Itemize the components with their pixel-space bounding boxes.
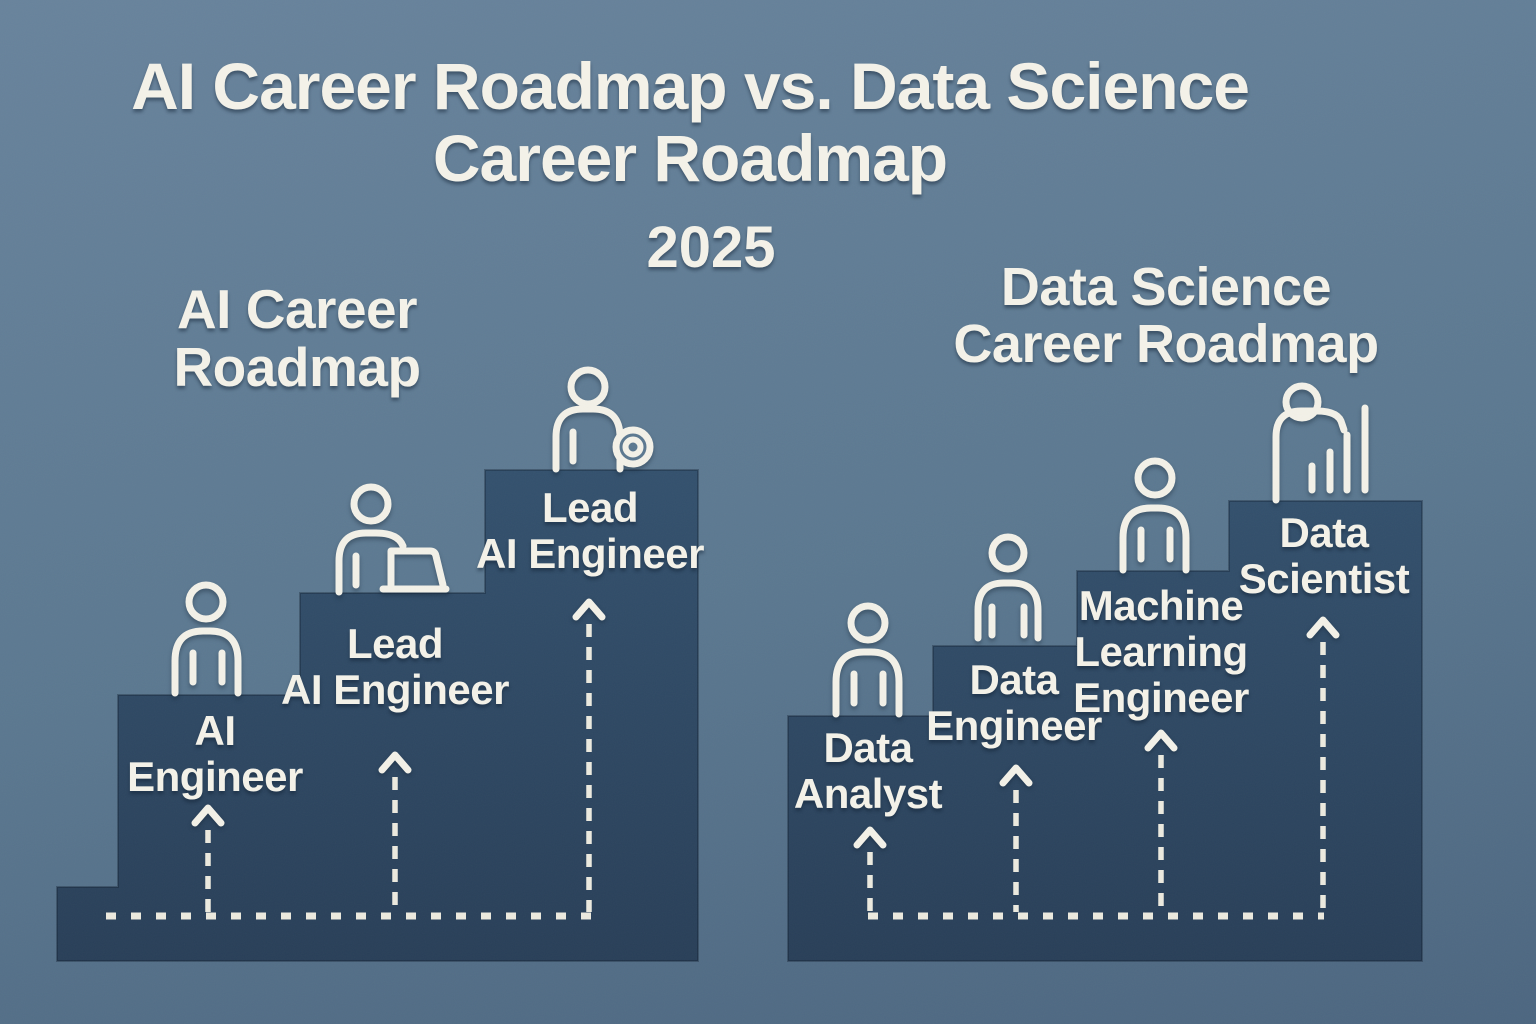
page-title-line1: AI Career Roadmap vs. Data Science [131, 49, 1250, 123]
page-title: AI Career Roadmap vs. Data Science Caree… [131, 49, 1250, 195]
role-label-ai-engineer: AI Engineer [127, 707, 303, 800]
data-science-roadmap-heading: Data Science Career Roadmap [953, 257, 1379, 374]
role-label-data-scientist: Data Scientist [1238, 509, 1410, 602]
role-label-machine-learning-engineer: Machine Learning Engineer [1073, 582, 1249, 721]
year-label: 2025 [646, 215, 776, 280]
role-label-data-analyst: Data Analyst [793, 724, 943, 817]
ai-roadmap-heading: AI Career Roadmap [173, 278, 421, 398]
role-label-data-engineer: Data Engineer [926, 656, 1102, 749]
role-label-lead-ai-engineer-top: Lead AI Engineer [476, 484, 704, 577]
role-label-lead-ai-engineer: Lead AI Engineer [281, 620, 509, 713]
page-title-line2: Career Roadmap [432, 121, 948, 195]
